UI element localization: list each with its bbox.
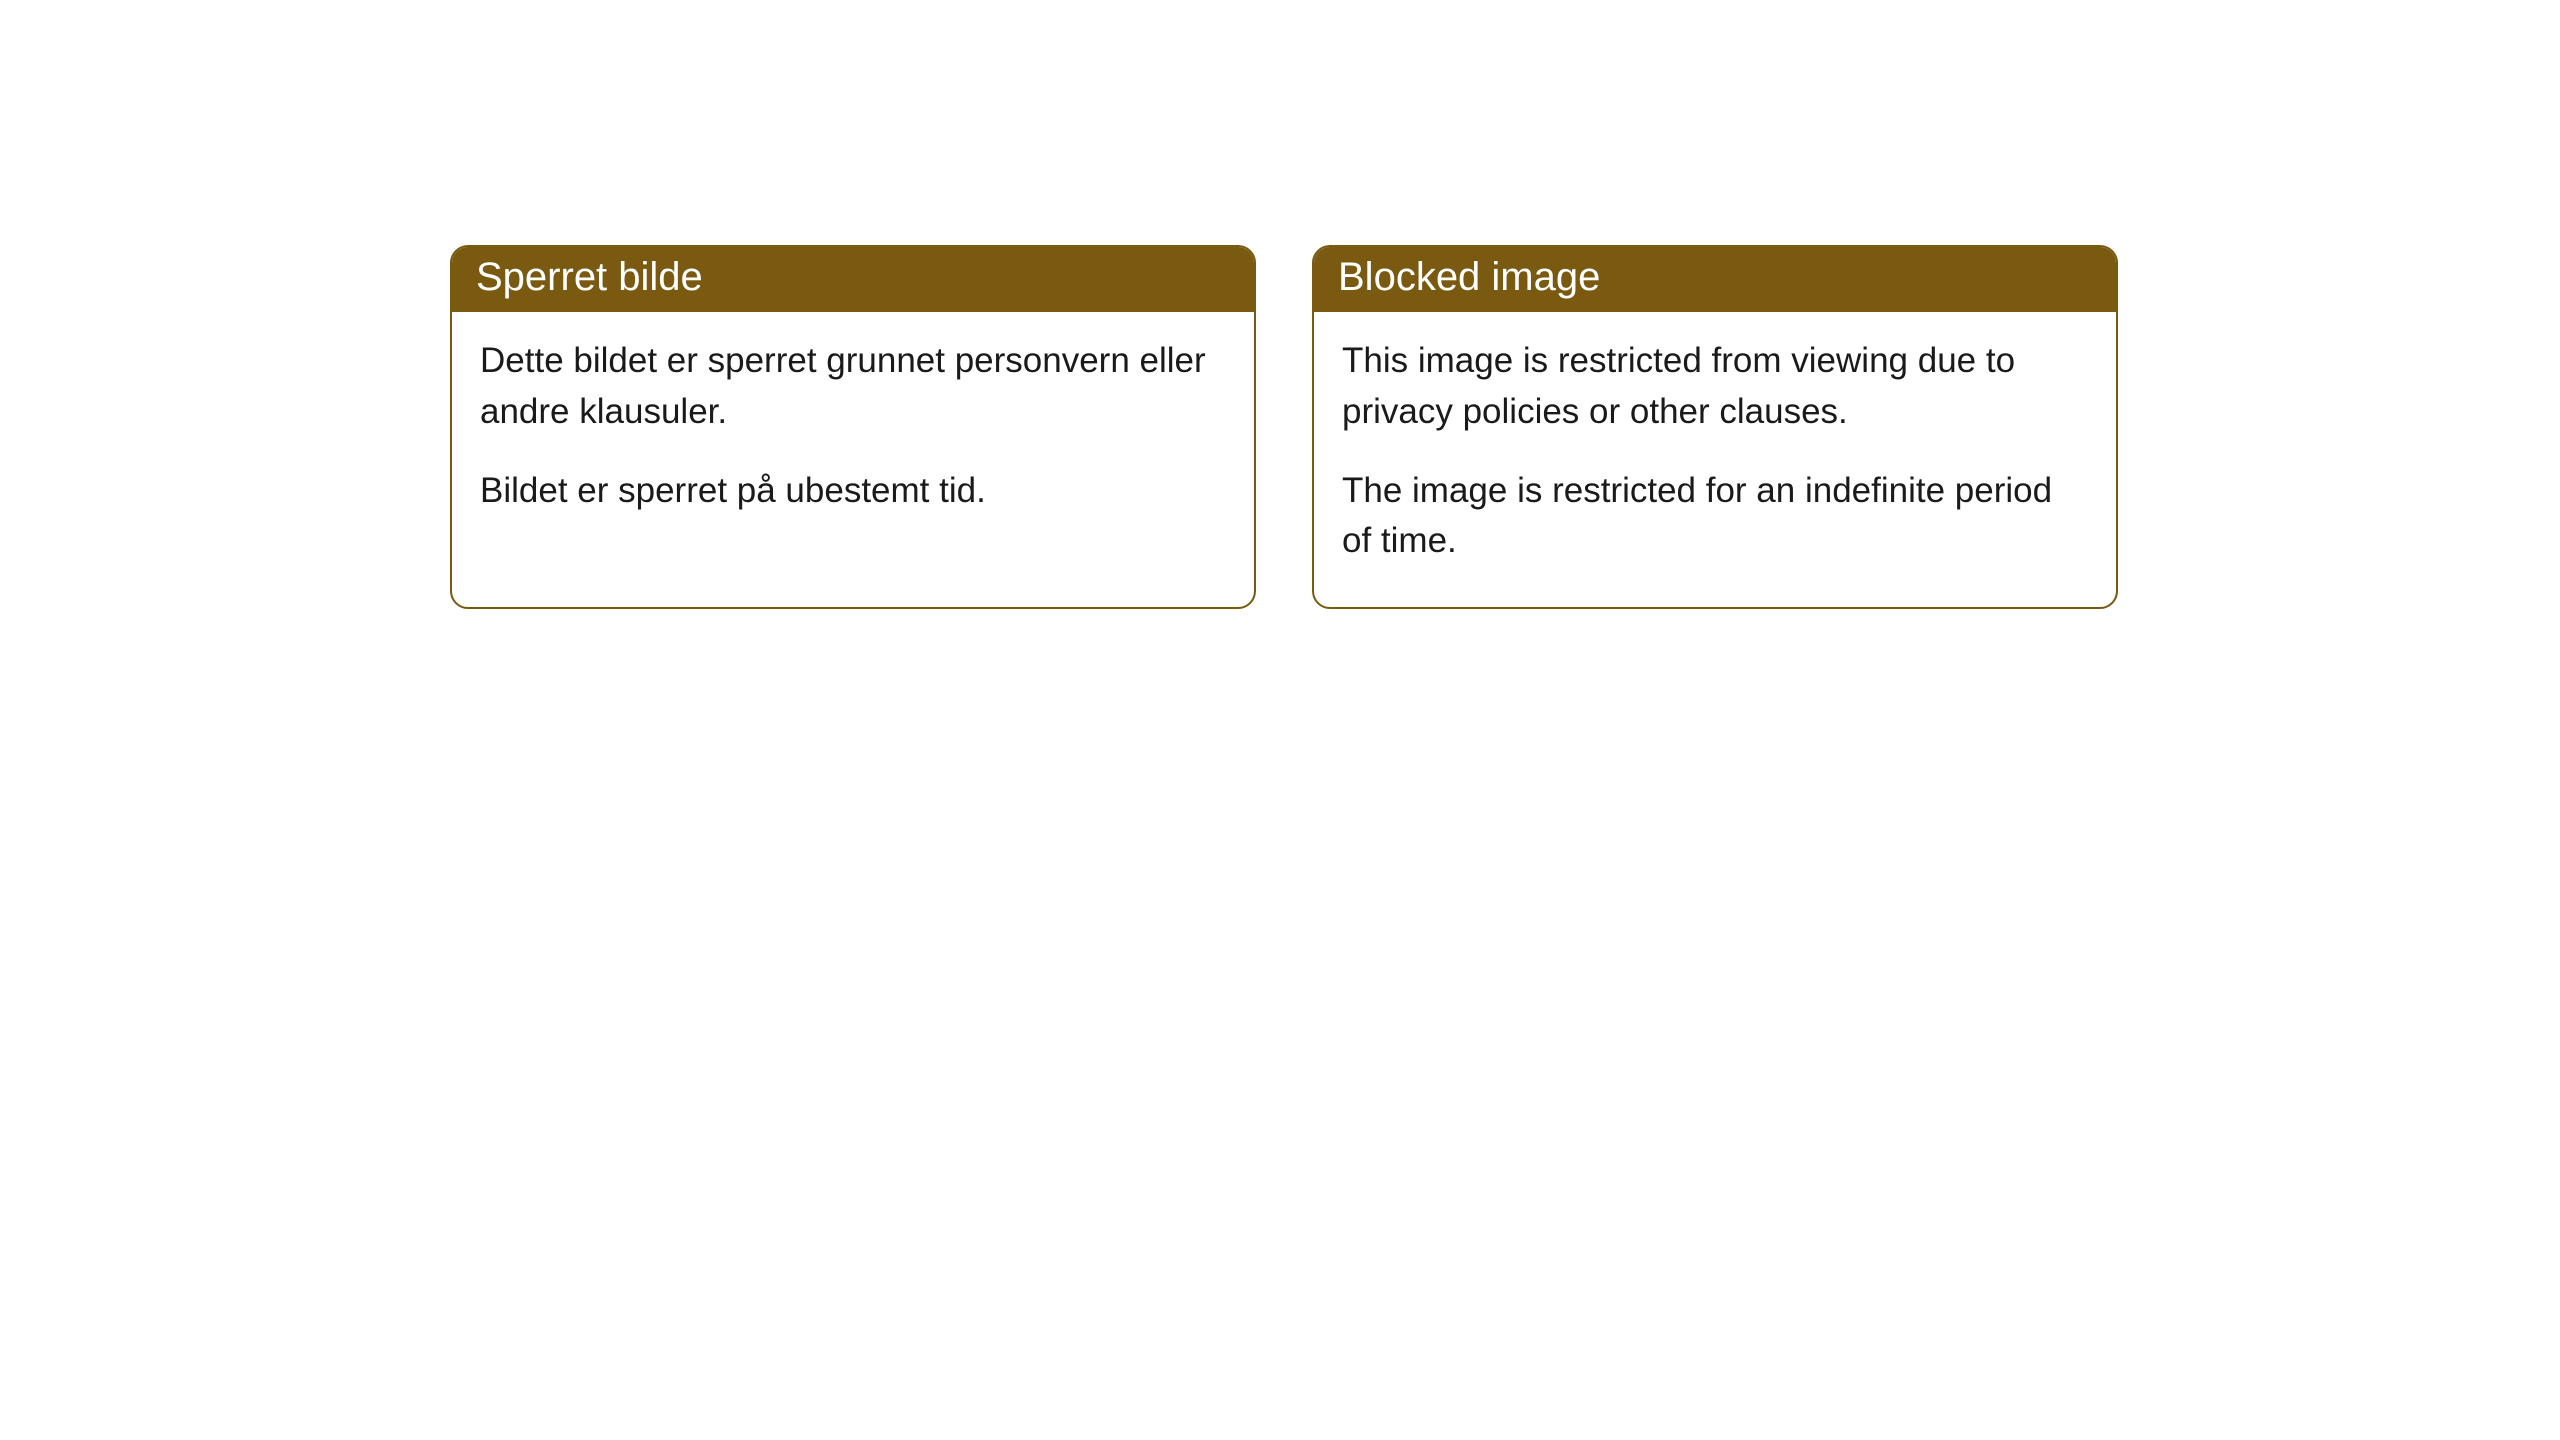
card-header-no: Sperret bilde	[452, 247, 1254, 312]
blocked-image-card-no: Sperret bilde Dette bildet er sperret gr…	[450, 245, 1256, 609]
card-body-en: This image is restricted from viewing du…	[1314, 312, 2116, 607]
card-para2-no: Bildet er sperret på ubestemt tid.	[480, 466, 1226, 517]
card-para1-no: Dette bildet er sperret grunnet personve…	[480, 336, 1226, 438]
blocked-image-card-en: Blocked image This image is restricted f…	[1312, 245, 2118, 609]
notice-container: Sperret bilde Dette bildet er sperret gr…	[0, 0, 2560, 609]
card-header-en: Blocked image	[1314, 247, 2116, 312]
card-title-no: Sperret bilde	[476, 255, 703, 299]
card-para1-en: This image is restricted from viewing du…	[1342, 336, 2088, 438]
card-para2-en: The image is restricted for an indefinit…	[1342, 466, 2088, 568]
card-title-en: Blocked image	[1338, 255, 1600, 299]
card-body-no: Dette bildet er sperret grunnet personve…	[452, 312, 1254, 556]
